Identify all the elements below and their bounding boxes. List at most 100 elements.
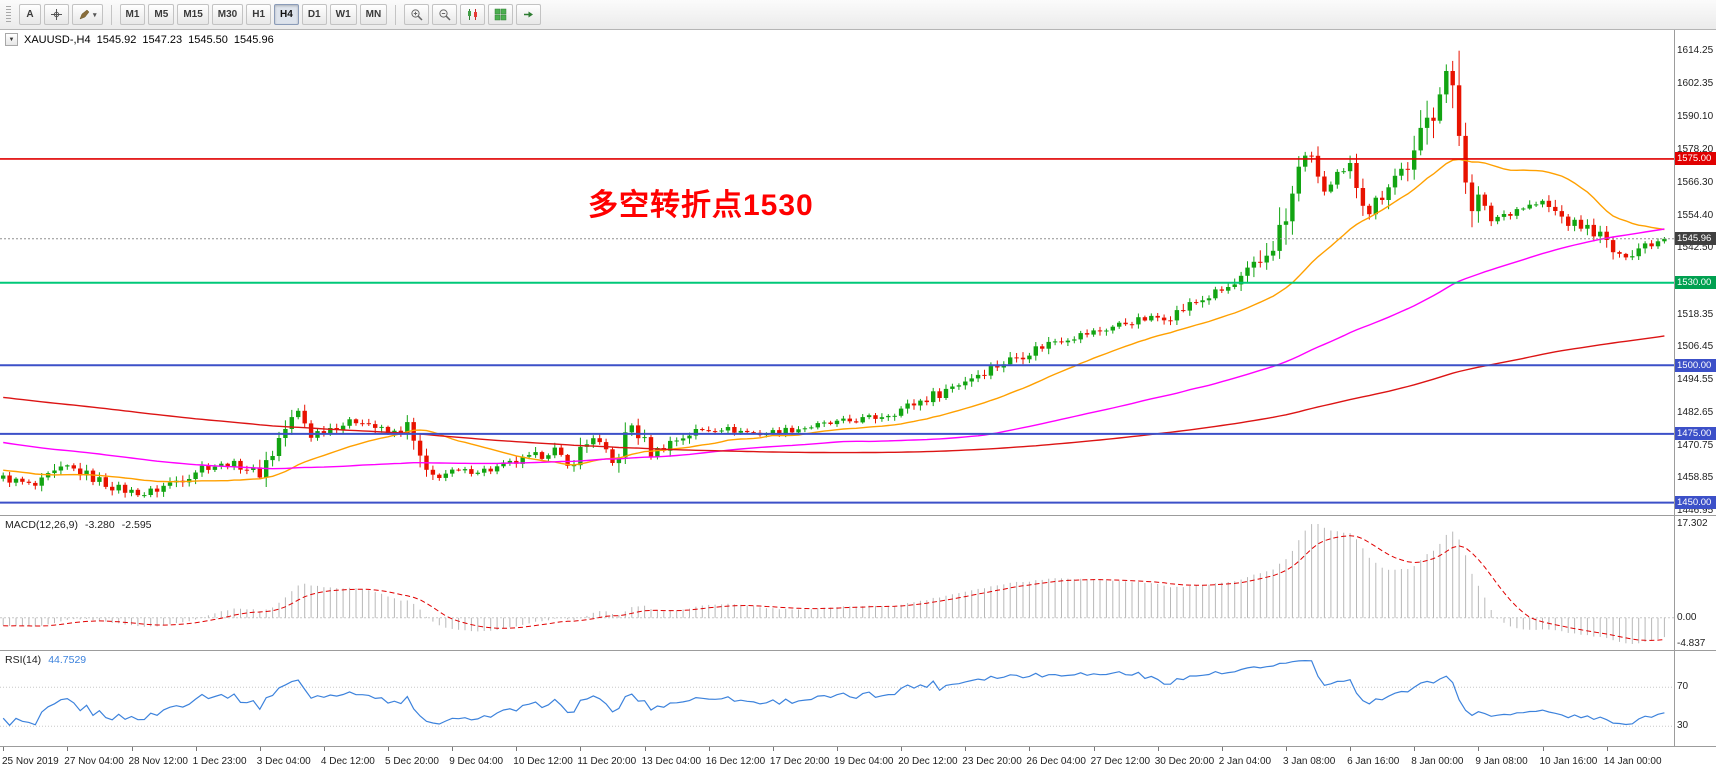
price-chart-panel[interactable]: 1614.25 1602.35 1590.10 1578.20 1566.30 1554.… [0,30,1716,515]
candlestick-chart[interactable] [0,30,1674,515]
ohlc-open: 1545.92 [96,33,137,46]
price-axis-label: 1482.65 [1677,406,1714,418]
price-axis-badge: 1500.00 [1675,358,1716,372]
macd-axis[interactable]: 17.302 0.00 -4.837 [1674,516,1716,650]
price-axis-label: 1470.75 [1677,439,1714,451]
auto-scroll-button[interactable] [516,4,542,25]
tile-windows-button[interactable] [488,4,514,25]
price-axis[interactable]: 1614.25 1602.35 1590.10 1578.20 1566.30 1554.… [1674,30,1716,515]
chart-annotation-text: 多空转折点1530 [588,189,814,222]
zoom-in-button[interactable] [404,4,430,25]
rsi-plot [0,659,1674,727]
timeframe-button-mn[interactable]: MN [359,4,388,25]
time-axis-label: 16 Dec 12:00 [705,756,766,767]
crosshair-tool-button[interactable] [44,4,69,25]
ohlc-close: 1545.96 [233,33,274,46]
crosshair-icon [51,9,62,20]
time-axis-tick [195,747,197,751]
time-axis-tick [1606,747,1608,751]
price-axis-label: 1518.35 [1677,308,1714,320]
macd-header: MACD(12,26,9) -3.280 -2.595 [5,519,152,531]
time-axis-label: 3 Dec 04:00 [256,756,311,767]
time-axis-label: 25 Nov 2019 [2,756,59,767]
price-axis-label: 1578.20 [1677,144,1714,156]
chart-toolbar: A ▾ M1 M5 M15 M30 H1 H4 D1 W1 MN [0,0,1716,30]
price-axis-badge: 1545.96 [1675,232,1716,246]
time-axis-tick [1542,747,1544,751]
rsi-indicator-panel[interactable]: 70 30 RSI(14) 44.7529 [0,650,1716,746]
macd-plot [0,524,1674,644]
timeframe-button-w1[interactable]: W1 [329,4,357,25]
zoom-in-icon [411,9,423,21]
macd-axis-label: -4.837 [1677,638,1706,649]
price-axis-badge: 1575.00 [1675,152,1716,166]
price-axis-badge: 1530.00 [1675,276,1716,290]
toolbar-separator [395,4,397,25]
dropdown-caret-icon: ▾ [93,11,97,19]
timeframe-button-m1[interactable]: M1 [119,4,146,25]
macd-axis-label: 17.302 [1677,518,1708,529]
time-axis-tick [1478,747,1480,751]
time-axis-tick [452,747,454,751]
time-axis-tick [1414,747,1416,751]
time-axis-tick [1221,747,1223,751]
time-axis-tick [837,747,838,751]
timeframe-button-h4[interactable]: H4 [274,4,299,25]
time-axis-tick [131,747,133,751]
toolbar-drag-handle[interactable] [6,5,11,24]
timeframe-button-m15[interactable]: M15 [177,4,209,25]
time-axis-tick [323,747,325,751]
price-axis-label: 1554.40 [1677,209,1714,221]
rsi-axis-label: 70 [1677,681,1689,693]
time-axis-label: 1 Dec 23:00 [192,756,247,767]
time-axis[interactable]: 25 Nov 2019 27 Nov 04:00 28 Nov 12:00 1 Dec… [0,746,1716,779]
timeframe-button-h1[interactable]: H1 [246,4,272,25]
macd-indicator-panel[interactable]: 17.302 0.00 -4.837 MACD(12,26,9) -3.280 -2… [0,515,1716,650]
one-click-trading-collapse-button[interactable]: ▼ [5,33,18,46]
time-axis-tick [388,747,389,751]
zoom-out-button[interactable] [432,4,458,25]
macd-main-value: -3.280 [84,519,115,531]
drawing-tool-button[interactable]: ▾ [72,4,103,25]
ohlc-low: 1545.50 [188,33,228,46]
auto-scroll-icon [524,11,534,18]
timeframe-button-m30[interactable]: M30 [211,4,244,25]
time-axis-tick [644,747,646,751]
time-axis-label: 4 Dec 12:00 [320,756,375,767]
time-axis-label: 11 Dec 20:00 [577,756,637,767]
timeframe-button-m5[interactable]: M5 [148,4,175,25]
time-axis-label: 13 Dec 04:00 [641,756,702,767]
macd-axis-label: 0.00 [1677,611,1697,623]
time-axis-label: 27 Dec 12:00 [1090,756,1151,767]
price-axis-label: 1566.30 [1677,176,1714,188]
time-axis-tick [1029,747,1031,751]
time-axis-label: 9 Jan 08:00 [1475,756,1528,767]
text-annotation-tool-button[interactable]: A [19,4,41,25]
zoom-out-icon [439,9,451,21]
price-axis-label: 1602.35 [1677,77,1714,89]
time-axis-label: 20 Dec 12:00 [898,756,958,767]
time-axis-label: 2 Jan 04:00 [1218,756,1272,767]
time-axis-label: 19 Dec 04:00 [834,756,894,767]
symbol-header: ▼ XAUUSD-,H4 1545.92 1547.23 1545.50 154… [5,33,274,46]
price-axis-label: 1590.10 [1677,111,1714,123]
time-axis-label: 10 Dec 12:00 [513,756,573,767]
time-axis-label: 28 Nov 12:00 [128,756,189,767]
time-axis-tick [3,747,5,751]
candlestick-chart-type-button[interactable] [460,4,486,25]
toolbar-separator [110,4,112,25]
time-axis-tick [901,747,903,751]
time-axis-label: 9 Dec 04:00 [449,756,504,767]
rsi-axis[interactable]: 70 30 [1674,651,1716,746]
time-axis-tick [772,747,774,751]
ohlc-high: 1547.23 [142,33,183,46]
symbol-name: XAUUSD-,H4 [24,33,91,46]
time-axis-tick [516,747,518,751]
timeframe-group: M1 M5 M15 M30 H1 H4 D1 W1 MN [119,4,388,25]
time-axis-tick [965,747,967,751]
timeframe-button-d1[interactable]: D1 [301,4,327,25]
time-axis-tick [1093,747,1095,751]
time-axis-tick [67,747,69,751]
time-axis-tick [1157,747,1159,751]
